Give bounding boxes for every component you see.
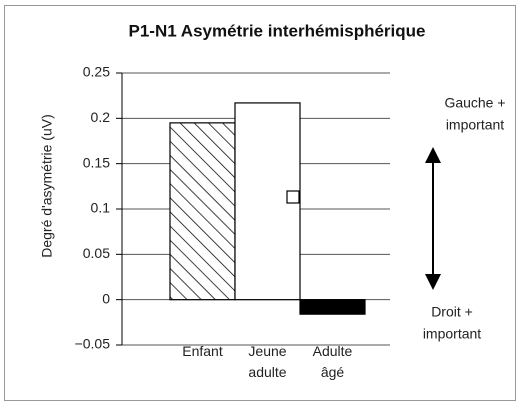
x-tick-label: Adulte âgé — [313, 343, 353, 380]
bar — [299, 299, 366, 315]
y-tick-label: 0.05 — [83, 245, 110, 261]
bar — [169, 122, 236, 301]
annotation: important — [423, 326, 481, 342]
annotation: Droit + — [431, 304, 473, 320]
x-tick-label: Enfant — [182, 343, 223, 359]
chart-title: P1-N1 Asymétrie interhémisphérique — [129, 21, 426, 40]
y-tick-label: 0.1 — [91, 200, 111, 216]
annotation: important — [446, 117, 504, 133]
y-tick-label: −0.05 — [75, 336, 111, 352]
annotation: Gauche + — [444, 95, 505, 111]
y-tick-label: 0 — [102, 290, 110, 306]
y-tick-label: 0.2 — [91, 109, 111, 125]
y-tick-label: 0.25 — [83, 64, 110, 80]
marker-square — [286, 190, 300, 204]
y-axis-label: Degré d'asymétrie (uV) — [39, 114, 55, 258]
x-tick-label: Jeune adulte — [248, 343, 286, 380]
y-tick-label: 0.15 — [83, 154, 110, 170]
